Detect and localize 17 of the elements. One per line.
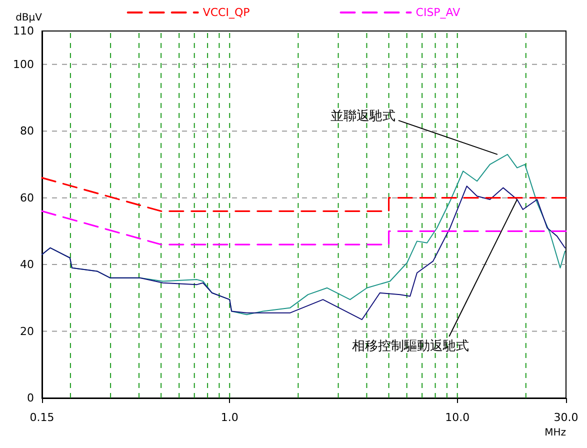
x-tick-label: 0.15 — [30, 411, 54, 424]
annotation: 相移控制驅動返馳式 — [352, 338, 470, 354]
x-tick-label: 10.0 — [445, 411, 470, 424]
y-tick-label: 0 — [27, 392, 34, 404]
text: CISP_AV — [416, 6, 461, 19]
y-tick-label: 100 — [13, 58, 34, 71]
x-tick-label: 1.0 — [220, 411, 238, 424]
text: VCCI_QP — [202, 6, 250, 19]
y-tick-label: 40 — [20, 258, 34, 272]
x-tick-label: 30.0 — [554, 411, 578, 424]
y-tick-label: 110 — [13, 24, 34, 38]
y-tick-label: 60 — [20, 191, 34, 204]
y-tick-label: 20 — [20, 324, 34, 338]
y-tick-label: 80 — [20, 124, 34, 138]
y-axis-title: dBμV — [16, 12, 42, 24]
x-axis-title: MHz — [544, 428, 566, 438]
annotation: 並聯返馳式 — [330, 108, 396, 124]
